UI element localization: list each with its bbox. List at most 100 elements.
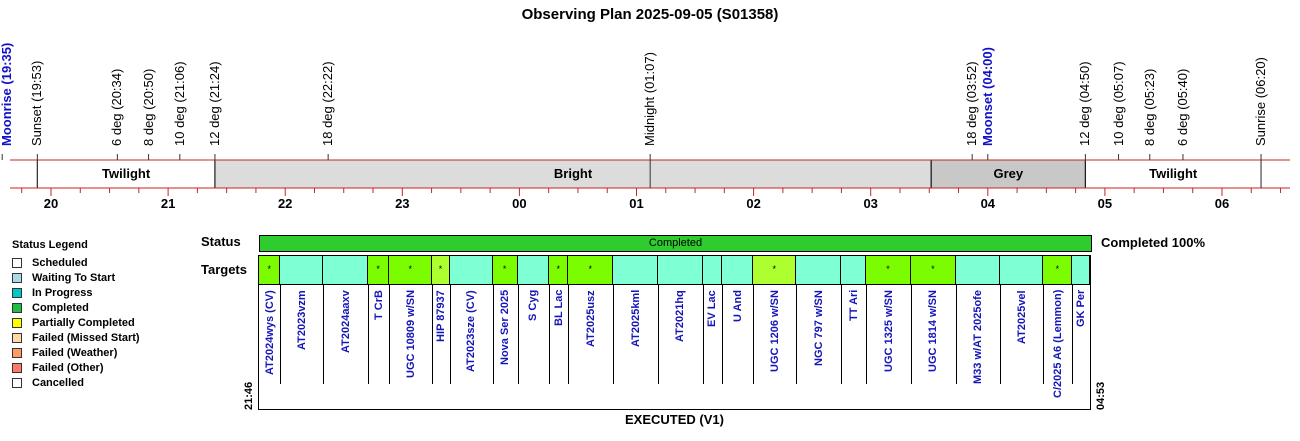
event-label: 12 deg (21:24) <box>206 61 222 146</box>
target-divider <box>840 284 842 384</box>
target-cell[interactable] <box>323 256 368 284</box>
target-cell[interactable] <box>1000 256 1044 284</box>
target-name[interactable]: M33 w/AT 2025ofe <box>972 290 985 384</box>
hour-label: 01 <box>629 196 644 211</box>
target-name[interactable]: AT2024wys (CV) <box>263 290 276 375</box>
target-name[interactable]: UGC 1206 w/SN <box>768 290 781 372</box>
target-name[interactable]: EV Lac <box>706 290 719 327</box>
target-name[interactable]: U And <box>731 290 744 322</box>
target-mark: * <box>886 264 890 274</box>
target-divider <box>753 284 755 384</box>
target-name[interactable]: AT2025vel <box>1015 290 1028 344</box>
target-cell[interactable] <box>796 256 841 284</box>
legend-label: Failed (Missed Start) <box>32 331 140 344</box>
legend-item: Partially Completed <box>12 315 140 330</box>
target-divider <box>866 284 868 384</box>
legend-label: In Progress <box>32 286 93 299</box>
event-label: 6 deg (20:34) <box>109 68 125 146</box>
target-mark: * <box>1055 264 1060 274</box>
target-cell[interactable]: * <box>432 256 450 284</box>
target-cell[interactable]: * <box>492 256 518 284</box>
target-name[interactable]: UGC 1814 w/SN <box>927 290 940 372</box>
target-divider <box>1072 284 1074 384</box>
legend-item: Scheduled <box>12 255 140 270</box>
target-cell[interactable] <box>722 256 754 284</box>
target-cell[interactable] <box>613 256 658 284</box>
target-cell[interactable]: * <box>1043 256 1073 284</box>
legend-item: Failed (Weather) <box>12 345 140 360</box>
start-time: 21:46 <box>243 381 255 410</box>
event-label: 8 deg (05:23) <box>1141 68 1157 146</box>
target-mark: * <box>556 264 560 274</box>
event-label: 8 deg (20:50) <box>140 68 156 146</box>
target-cell[interactable] <box>1072 256 1090 284</box>
target-name[interactable]: AT2023sze (CV) <box>465 290 478 372</box>
target-mark: * <box>588 264 593 274</box>
legend-swatch <box>12 257 22 268</box>
target-divider <box>548 284 550 384</box>
band-label: Twilight <box>1149 166 1198 181</box>
target-name[interactable]: NGC 797 w/SN <box>812 290 825 366</box>
event-label: 18 deg (22:22) <box>320 61 336 146</box>
band-label: Grey <box>993 166 1024 181</box>
legend-label: Failed (Weather) <box>32 346 118 359</box>
event-label: Sunset (19:53) <box>29 60 45 146</box>
target-cell[interactable] <box>517 256 549 284</box>
target-cell[interactable]: * <box>548 256 569 284</box>
target-mark: * <box>502 264 507 274</box>
target-name[interactable]: S Cyg <box>527 289 540 321</box>
target-name[interactable]: AT2021hq <box>674 290 687 342</box>
target-mark: * <box>267 264 271 274</box>
legend-item: In Progress <box>12 285 140 300</box>
target-cell[interactable] <box>657 256 703 284</box>
band-label: Bright <box>553 166 593 181</box>
hour-label: 03 <box>863 196 878 211</box>
event-label: 10 deg (21:06) <box>171 61 187 146</box>
hour-label: 22 <box>277 196 293 211</box>
target-name[interactable]: AT2025kml <box>629 289 642 347</box>
hour-label: 20 <box>43 196 59 211</box>
target-mark: * <box>408 264 413 274</box>
hour-label: 06 <box>1214 196 1230 211</box>
target-name[interactable]: BL Lac <box>552 289 565 326</box>
target-cell[interactable] <box>840 256 867 284</box>
target-name[interactable]: C/2025 A6 (Lemmon) <box>1051 289 1064 398</box>
target-cell[interactable] <box>702 256 723 284</box>
target-name[interactable]: HIP 87937 <box>434 290 447 342</box>
status-legend: Status Legend Scheduled Waiting To Start I… <box>12 239 140 390</box>
target-mark: * <box>438 264 443 274</box>
target-name[interactable]: AT2024aaxv <box>339 290 352 353</box>
target-cell[interactable] <box>449 256 493 284</box>
night-timeline <box>1 154 1290 196</box>
target-name[interactable]: UGC 10809 w/SN <box>404 289 417 378</box>
event-label: Moonset (04:00) <box>979 47 995 146</box>
end-time: 04:53 <box>1095 381 1107 410</box>
targets-row-label: Targets <box>201 262 247 277</box>
target-name[interactable]: T CrB <box>372 290 385 320</box>
target-name[interactable]: AT2025usz <box>584 290 597 347</box>
legend-label: Waiting To Start <box>32 271 116 284</box>
target-cell[interactable]: * <box>866 256 911 284</box>
target-cell[interactable]: * <box>568 256 614 284</box>
completion-percent: Completed 100% <box>1101 235 1206 250</box>
target-cell[interactable]: * <box>753 256 797 284</box>
target-mark: * <box>772 264 776 274</box>
target-name[interactable]: GK Per <box>1075 289 1088 327</box>
target-cell[interactable]: * <box>910 256 956 284</box>
target-name[interactable]: AT2023vzm <box>295 290 308 350</box>
target-divider <box>955 284 957 384</box>
target-divider <box>323 284 325 384</box>
target-cell[interactable] <box>280 256 324 284</box>
legend-swatch <box>12 272 22 283</box>
target-name[interactable]: Nova Ser 2025 <box>499 289 512 365</box>
target-name[interactable]: TT Ari <box>847 289 860 321</box>
legend-label: Scheduled <box>32 256 88 269</box>
target-cell[interactable] <box>955 256 1001 284</box>
target-cell[interactable]: * <box>259 256 281 284</box>
target-name[interactable]: UGC 1325 w/SN <box>882 290 895 372</box>
target-cell[interactable]: * <box>389 256 433 284</box>
legend-swatch <box>12 317 22 328</box>
target-cell[interactable]: * <box>367 256 390 284</box>
event-label: Midnight (01:07) <box>642 52 658 146</box>
legend-item: Failed (Missed Start) <box>12 330 140 345</box>
